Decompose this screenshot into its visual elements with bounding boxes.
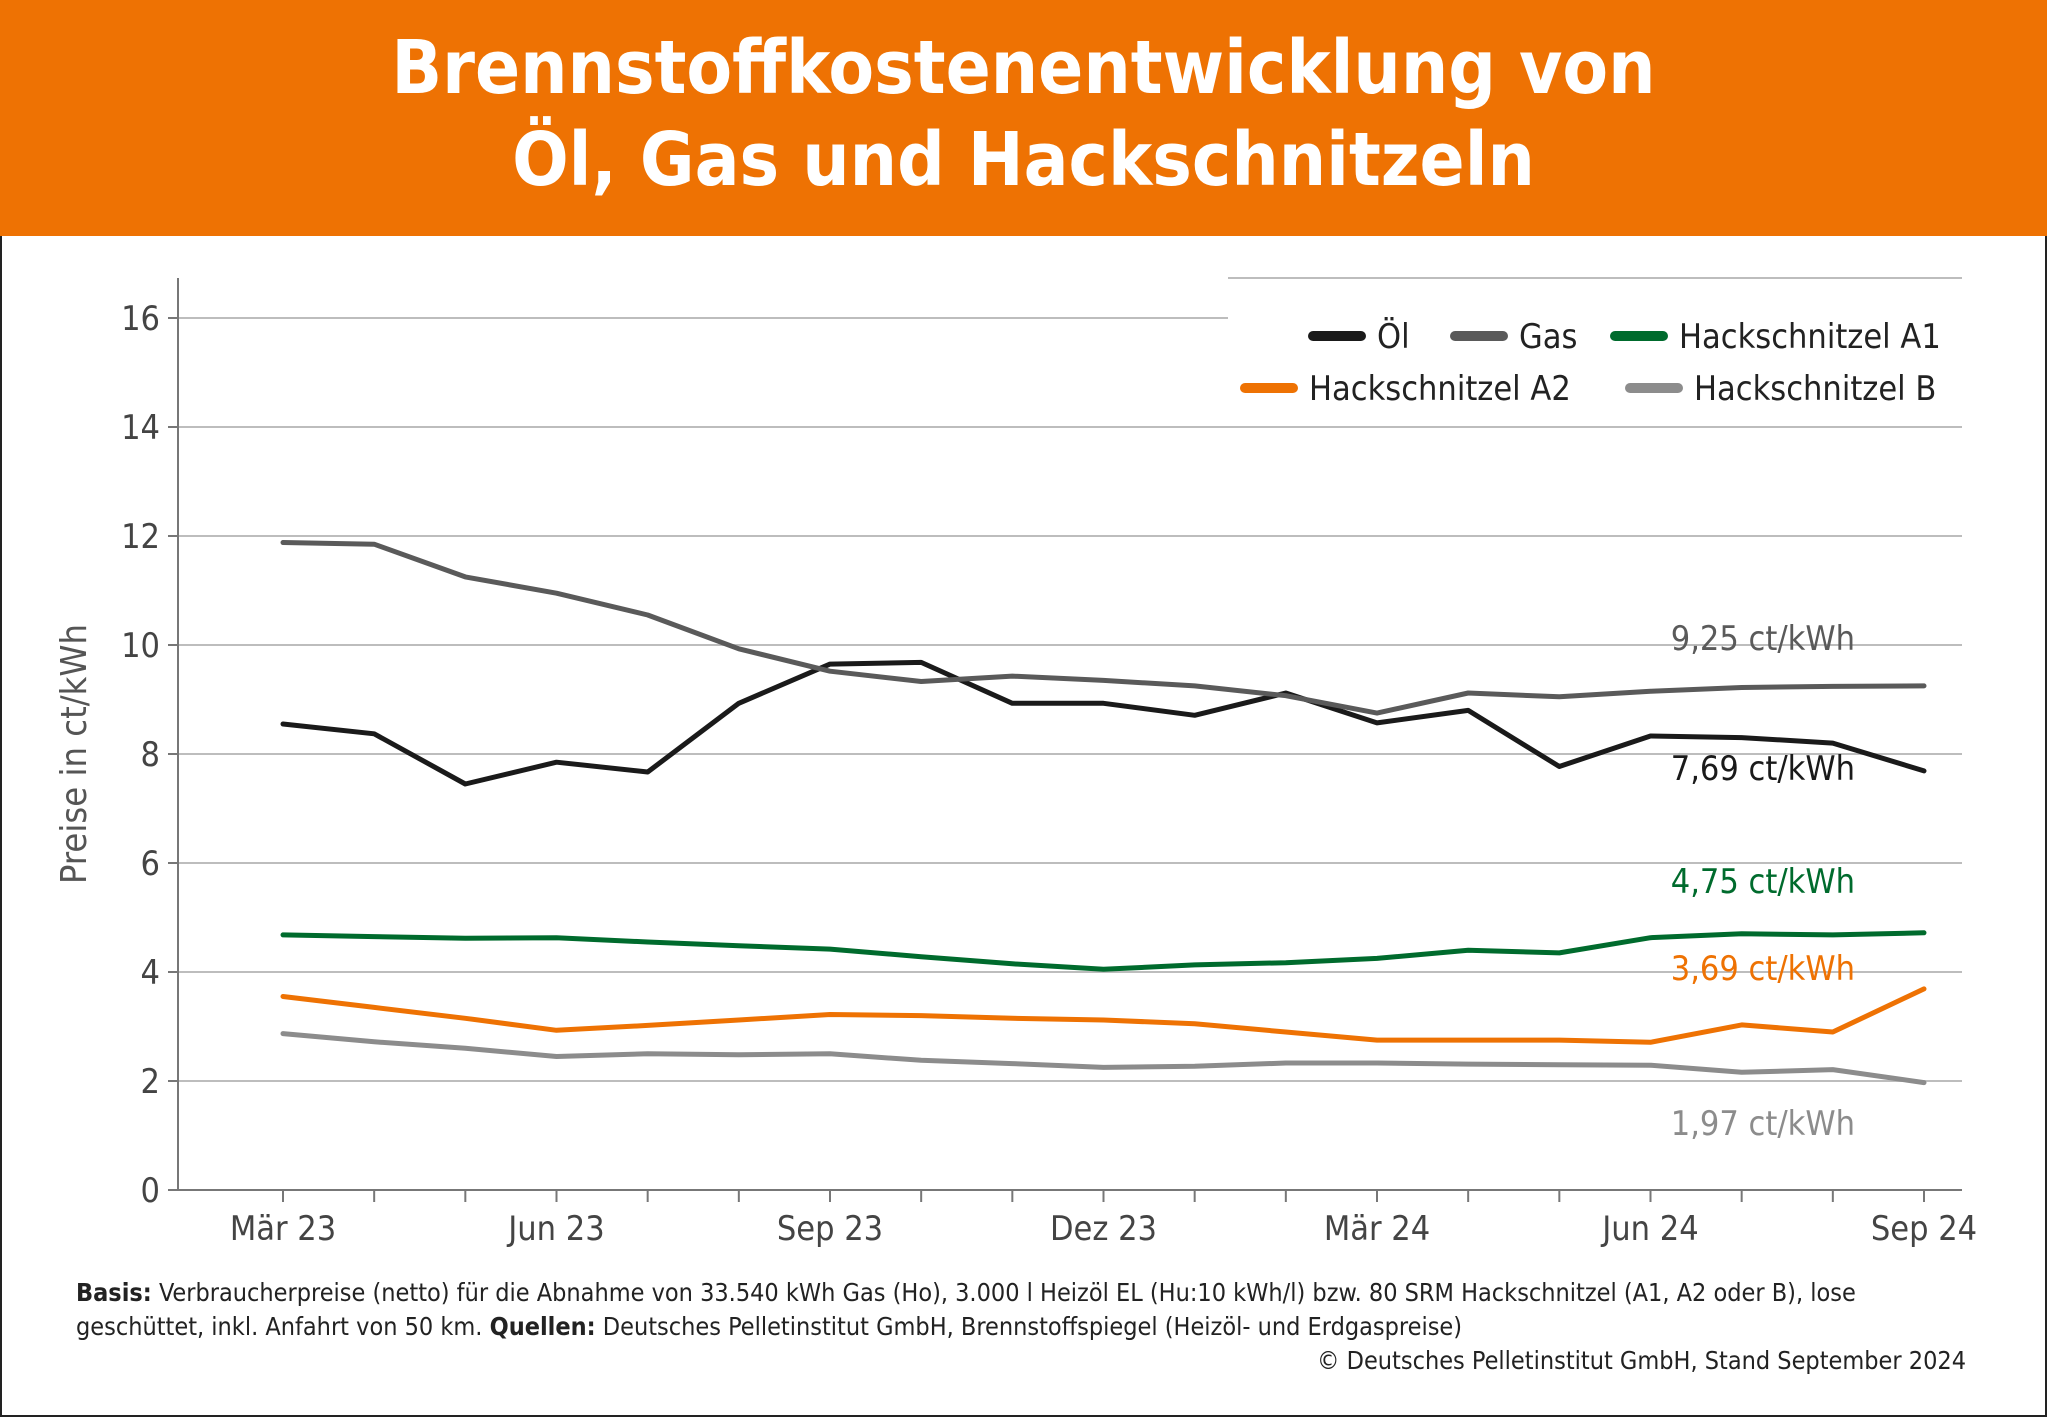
y-tick-label: 14: [121, 408, 160, 448]
end-value-label: 3,69 ct/kWh: [1671, 949, 1855, 989]
basis-label: Basis:: [76, 1278, 152, 1307]
y-tick-label: 4: [141, 953, 160, 993]
x-tick-label: Sep 24: [1871, 1209, 1977, 1249]
x-tick-label: Dez 23: [1050, 1209, 1157, 1249]
y-tick-label: 16: [121, 299, 160, 339]
y-tick-label: 8: [141, 735, 160, 775]
sources-label: Quellen:: [489, 1312, 596, 1341]
basis-text: Verbraucherpreise (netto) für die Abnahm…: [76, 1278, 1856, 1341]
end-value-label: 7,69 ct/kWh: [1671, 749, 1855, 789]
series-line-3: [280, 986, 1927, 1045]
x-tick-label: Mär 23: [230, 1209, 336, 1249]
title-line-1: Brennstoffkostenentwicklung von: [391, 25, 1656, 111]
legend-entry: Öl: [1377, 316, 1410, 357]
legend-entry: Hackschnitzel A1: [1679, 317, 1941, 357]
series-line-4: [280, 1031, 1927, 1086]
x-tick-label: Jun 24: [1600, 1209, 1698, 1249]
end-value-label: 4,75 ct/kWh: [1671, 862, 1855, 902]
legend-entry: Hackschnitzel A2: [1309, 369, 1571, 409]
y-tick-label: 6: [141, 844, 160, 884]
y-tick-label: 10: [121, 626, 160, 666]
footer-copyright: © Deutsches Pelletinstitut GmbH, Stand S…: [1317, 1346, 1966, 1375]
end-value-label: 9,25 ct/kWh: [1671, 619, 1855, 659]
sources-text: Deutsches Pelletinstitut GmbH, Brennstof…: [595, 1312, 1463, 1341]
chart-title: Brennstoffkostenentwicklung von Öl, Gas …: [0, 0, 2047, 236]
legend-entry: Gas: [1519, 317, 1577, 357]
x-tick-label: Sep 23: [777, 1209, 883, 1249]
footer-basis: Basis: Verbraucherpreise (netto) für die…: [76, 1276, 1966, 1344]
x-tick-label: Jun 23: [506, 1209, 604, 1249]
x-tick-label: Mär 24: [1324, 1209, 1430, 1249]
y-tick-label: 0: [141, 1171, 160, 1211]
y-tick-label: 12: [121, 517, 160, 557]
y-tick-label: 2: [141, 1062, 160, 1102]
end-value-label: 1,97 ct/kWh: [1671, 1104, 1855, 1144]
legend-entry: Hackschnitzel B: [1694, 369, 1936, 409]
title-line-2: Öl, Gas und Hackschnitzeln: [512, 117, 1535, 203]
y-axis-label: Preise in ct/kWh: [54, 624, 95, 884]
